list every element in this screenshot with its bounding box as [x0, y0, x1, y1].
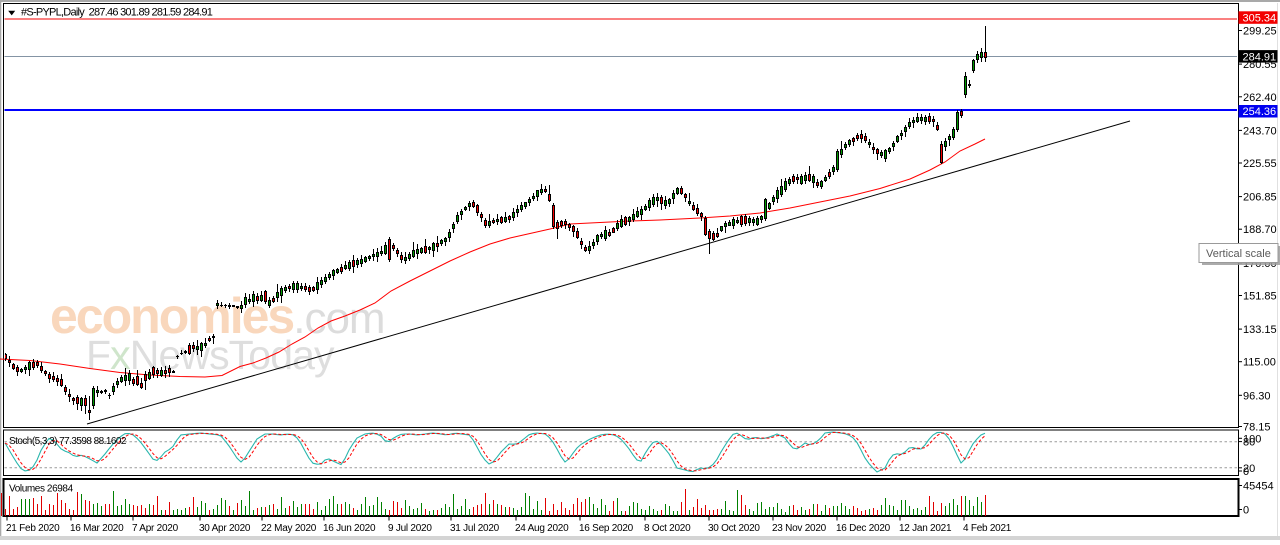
svg-text:12 Jan 2021: 12 Jan 2021: [899, 523, 952, 534]
svg-text:305.34: 305.34: [1243, 13, 1277, 25]
svg-text:188.70: 188.70: [1243, 224, 1277, 236]
svg-text:262.40: 262.40: [1243, 92, 1277, 104]
svg-text:0: 0: [1243, 466, 1249, 478]
svg-text:23 Nov 2020: 23 Nov 2020: [772, 523, 827, 534]
svg-text:254.36: 254.36: [1243, 106, 1277, 118]
svg-text:Volumes 26984: Volumes 26984: [9, 484, 74, 495]
svg-text:Vertical scale: Vertical scale: [1206, 248, 1271, 260]
svg-text:30 Apr 2020: 30 Apr 2020: [199, 523, 251, 534]
svg-text:31 Jul 2020: 31 Jul 2020: [450, 523, 500, 534]
svg-text:Stoch(5,3,3) 77.3598 88.1602: Stoch(5,3,3) 77.3598 88.1602: [9, 436, 127, 447]
svg-text:80: 80: [1243, 437, 1255, 449]
svg-text:16 Dec 2020: 16 Dec 2020: [836, 523, 891, 534]
svg-text:206.85: 206.85: [1243, 192, 1277, 204]
svg-text:20: 20: [1243, 463, 1255, 475]
svg-text:225.55: 225.55: [1243, 158, 1277, 170]
svg-text:8 Oct 2020: 8 Oct 2020: [644, 523, 691, 534]
svg-text:96.30: 96.30: [1243, 390, 1271, 402]
svg-text:299.25: 299.25: [1243, 26, 1277, 38]
svg-text:16 Mar 2020: 16 Mar 2020: [70, 523, 124, 534]
svg-text:243.70: 243.70: [1243, 125, 1277, 137]
svg-text:100: 100: [1243, 433, 1261, 445]
svg-text:21 Feb 2020: 21 Feb 2020: [6, 523, 60, 534]
svg-text:78.15: 78.15: [1243, 422, 1271, 434]
svg-text:151.85: 151.85: [1243, 291, 1277, 303]
svg-text:economies.com: economies.com: [50, 288, 385, 344]
svg-text:115.00: 115.00: [1243, 357, 1276, 369]
svg-text:45454: 45454: [1243, 481, 1274, 493]
svg-text:#S-PYPL,Daily 287.46 301.89 2: #S-PYPL,Daily 287.46 301.89 281.59 284.9…: [21, 7, 213, 19]
svg-text:7 Apr 2020: 7 Apr 2020: [132, 523, 179, 534]
svg-text:30 Oct 2020: 30 Oct 2020: [708, 523, 760, 534]
svg-text:22 May 2020: 22 May 2020: [261, 523, 317, 534]
svg-text:24 Aug 2020: 24 Aug 2020: [515, 523, 569, 534]
svg-text:9 Jul 2020: 9 Jul 2020: [388, 523, 432, 534]
svg-text:16 Jun 2020: 16 Jun 2020: [323, 523, 376, 534]
svg-text:16 Sep 2020: 16 Sep 2020: [579, 523, 634, 534]
svg-text:4 Feb 2021: 4 Feb 2021: [963, 523, 1012, 534]
svg-text:133.15: 133.15: [1243, 324, 1277, 336]
svg-text:0: 0: [1243, 505, 1249, 517]
svg-text:284.91: 284.91: [1243, 51, 1277, 63]
